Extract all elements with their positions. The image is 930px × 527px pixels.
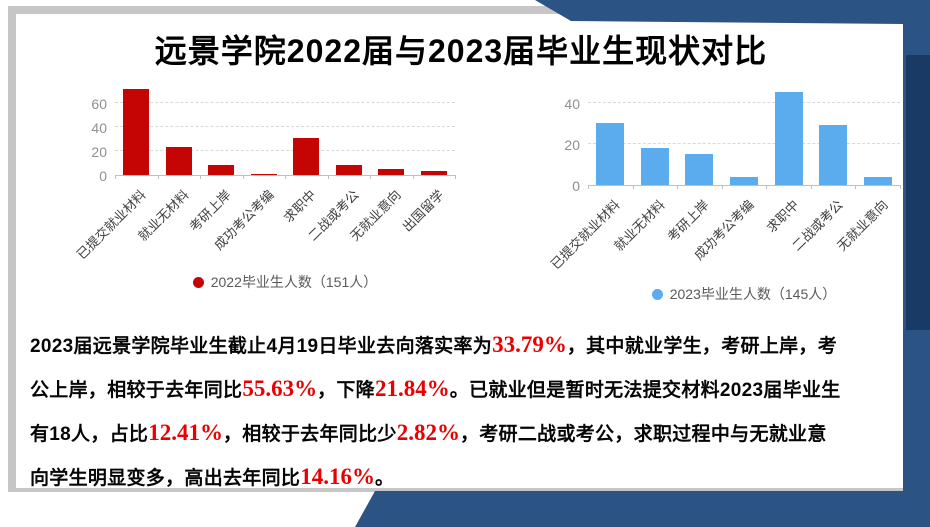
x-tick-mark <box>412 175 414 179</box>
highlighted-percentage: 12.41% <box>148 420 223 445</box>
y-tick-label: 0 <box>572 178 580 194</box>
x-category-label: 求职中 <box>763 197 802 236</box>
x-tick-mark <box>285 175 286 179</box>
y-tick-label: 60 <box>91 96 107 112</box>
y-tick-label: 40 <box>91 120 107 136</box>
y-tick-label: 40 <box>564 95 580 112</box>
navy-decoration-right-strip <box>906 55 930 330</box>
summary-paragraph: 2023届远景学院毕业生截止4月19日毕业去向落实率为33.79%，其中就业学生… <box>30 324 910 500</box>
chart-2022-legend: 2022毕业生人数（151人） <box>115 272 455 292</box>
summary-line: 2023届远景学院毕业生截止4月19日毕业去向落实率为33.79%，其中就业学生… <box>30 324 910 368</box>
legend-dot-2022 <box>192 276 204 288</box>
legend-label-2023: 2023毕业生人数（145人） <box>669 286 837 302</box>
x-category-label: 已提交就业材料 <box>74 187 149 263</box>
y-tick-label: 20 <box>564 136 580 153</box>
x-tick-mark <box>327 175 329 179</box>
summary-line: 向学生明显变多，高出去年同比14.16%。 <box>30 456 910 500</box>
x-tick-mark <box>242 175 244 179</box>
gridline <box>588 142 900 144</box>
slide-title: 远景学院2022届与2023届毕业生现状对比 <box>154 33 768 69</box>
x-tick-mark <box>115 175 116 179</box>
x-tick-mark <box>766 185 768 189</box>
bar <box>208 165 235 175</box>
bar <box>165 147 192 175</box>
summary-text: 有18人，占比 <box>30 424 149 445</box>
gridline <box>115 102 455 103</box>
y-tick-label: 0 <box>99 168 107 184</box>
bar <box>819 125 848 185</box>
summary-text: ，下降 <box>317 380 375 401</box>
slide-card: 远景学院2022届与2023届毕业生现状对比 0 20 40 60 已提交就业材料 就业无… <box>16 14 906 489</box>
bar <box>774 92 803 185</box>
bar <box>378 169 405 175</box>
bar <box>596 123 625 185</box>
summary-text: 。 <box>374 468 395 489</box>
highlighted-percentage: 14.16% <box>300 464 375 489</box>
summary-text: ，其中就业学生，考研上岸，考 <box>566 336 838 357</box>
legend-label-2022: 2022毕业生人数（151人） <box>210 274 378 290</box>
bar <box>420 171 447 175</box>
x-category-label: 出国留学 <box>399 187 447 235</box>
x-tick-mark <box>370 175 371 179</box>
bar <box>293 137 320 175</box>
bar <box>335 165 362 175</box>
summary-text: 。已就业但是暂时无法提交材料2023届毕业生 <box>449 380 841 401</box>
chart-2023-legend: 2023毕业生人数（145人） <box>588 284 900 304</box>
bar <box>685 154 714 185</box>
x-tick-mark <box>855 185 857 189</box>
summary-line: 公上岸，相较于去年同比55.63%，下降21.84%。已就业但是暂时无法提交材料… <box>30 368 910 412</box>
x-tick-mark <box>200 175 201 179</box>
x-tick-mark <box>588 185 589 189</box>
gridline <box>115 150 455 151</box>
gridline <box>115 126 455 127</box>
x-tick-mark <box>900 185 901 189</box>
chart-2023: 0 20 40 已提交就业材料 就业无材料 考研上岸 成功考公考编 求职中 二战或考公 无就业意向… <box>538 82 920 312</box>
chart-2022-plot: 0 20 40 60 已提交就业材料 就业无材料 考研上岸 成功考公考编 求职中 二战或考公 无就业… <box>74 79 456 262</box>
y-tick-label: 20 <box>91 144 107 160</box>
x-tick-mark <box>677 185 679 189</box>
highlighted-percentage: 55.63% <box>242 376 318 401</box>
x-tick-mark <box>455 175 456 179</box>
bar <box>730 176 758 185</box>
legend-dot-2023 <box>651 288 663 300</box>
summary-text: 2023届远景学院毕业生截止4月19日毕业去向落实率为 <box>30 336 493 357</box>
navy-decoration-bottom <box>355 491 930 527</box>
x-tick-mark <box>632 185 634 189</box>
bar <box>863 176 892 185</box>
bar <box>640 147 669 185</box>
highlighted-percentage: 33.79% <box>492 332 567 357</box>
highlighted-percentage: 21.84% <box>374 376 450 401</box>
x-tick-mark <box>810 185 812 189</box>
summary-line: 有18人，占比12.41%，相较于去年同比少2.82%，考研二战或考公，求职过程… <box>30 412 910 456</box>
bar <box>123 88 150 175</box>
summary-text: 公上岸，相较于去年同比 <box>30 380 243 401</box>
gridline <box>588 101 900 103</box>
bar <box>250 173 277 175</box>
summary-text: ，考研二战或考公，求职过程中与无就业意 <box>459 424 827 445</box>
highlighted-percentage: 2.82% <box>396 420 460 445</box>
chart-2023-plot: 0 20 40 已提交就业材料 就业无材料 考研上岸 成功考公考编 求职中 二战或考公 无就业意向 <box>548 82 901 272</box>
x-tick-mark <box>721 185 723 189</box>
x-tick-mark <box>157 175 159 179</box>
summary-text: 向学生明显变多，高出去年同比 <box>30 468 301 489</box>
x-category-label: 已提交就业材料 <box>548 197 624 273</box>
chart-2022: 0 20 40 60 已提交就业材料 就业无材料 考研上岸 成功考公考编 求职中 二战或考公 无就业… <box>65 79 475 309</box>
summary-text: ，相较于去年同比少 <box>222 424 397 445</box>
